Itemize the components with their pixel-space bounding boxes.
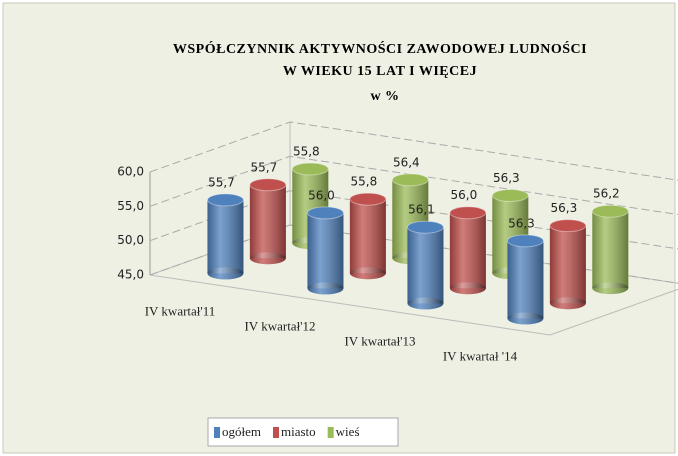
legend-label: miasto: [281, 424, 316, 439]
bar: [391, 173, 429, 265]
value-label: 56,3: [508, 216, 535, 230]
value-label: 55,8: [293, 144, 320, 158]
value-label: 56,3: [493, 171, 520, 185]
bar: [306, 206, 344, 295]
bar-top: [391, 173, 429, 187]
bar: [591, 204, 629, 295]
grid-line: [149, 190, 678, 250]
bar: [449, 206, 487, 295]
legend-label: wieś: [336, 424, 360, 439]
bar: [506, 234, 544, 325]
bar-body-shade: [449, 212, 486, 289]
value-label: 55,7: [208, 175, 235, 189]
value-label: 56,0: [308, 188, 335, 202]
bar-top: [306, 206, 344, 220]
y-tick-label: 45,0: [117, 268, 144, 282]
bar-top: [291, 162, 329, 176]
y-tick-label: 50,0: [117, 233, 144, 247]
bar: [206, 193, 244, 280]
bar-body-shade: [307, 212, 344, 289]
bar-body-shade: [249, 184, 286, 259]
bar-top: [491, 189, 529, 203]
grid-line: [149, 155, 678, 216]
grid-line: [149, 224, 678, 284]
chart-subtitle: w %: [370, 89, 399, 104]
bar: [349, 192, 387, 280]
bar-body-shade: [592, 211, 629, 289]
bar: [549, 219, 587, 310]
y-tick-label: 60,0: [117, 165, 144, 179]
bar: [249, 178, 287, 265]
legend-swatch: [214, 427, 220, 438]
legend-swatch: [273, 427, 279, 438]
bar-body-shade: [207, 199, 244, 274]
bar-top: [249, 178, 287, 192]
bar-body-shade: [407, 227, 444, 304]
bar-body-shade: [349, 199, 386, 274]
grid-line: [149, 121, 678, 181]
x-tick-label: IV kwartał'13: [344, 333, 415, 348]
bar-top: [349, 192, 387, 206]
x-tick-label: IV kwartał'11: [145, 303, 216, 318]
bar-body-shade: [507, 240, 544, 319]
bar-top: [449, 206, 487, 220]
value-label: 55,8: [351, 175, 378, 189]
y-tick-label: 55,0: [117, 199, 144, 213]
legend-swatch: [327, 427, 334, 438]
x-tick-label: IV kwartał'12: [244, 318, 315, 333]
legend-box: [207, 417, 399, 447]
bar: [406, 220, 444, 310]
bar-top: [406, 220, 444, 234]
value-label: 56,1: [408, 203, 435, 217]
chart-title: W WIEKU 15 LAT I WIĘCEJ: [283, 64, 477, 79]
bar-top: [506, 234, 544, 248]
value-label: 56,0: [451, 188, 478, 202]
legend-label: ogółem: [222, 424, 261, 439]
value-label: 55,7: [251, 160, 278, 174]
bar-top: [591, 204, 629, 218]
bar-top: [206, 193, 244, 207]
value-label: 56,4: [393, 155, 420, 169]
chart-title: WSPÓŁCZYNNIK AKTYWNOŚCI ZAWODOWEJ LUDNOŚ…: [173, 40, 587, 57]
x-tick-label: IV kwartał '14: [443, 348, 518, 363]
value-label: 56,3: [551, 201, 578, 215]
value-label: 56,2: [593, 187, 620, 201]
bar-body-shade: [549, 225, 586, 304]
bar-top: [549, 219, 587, 233]
